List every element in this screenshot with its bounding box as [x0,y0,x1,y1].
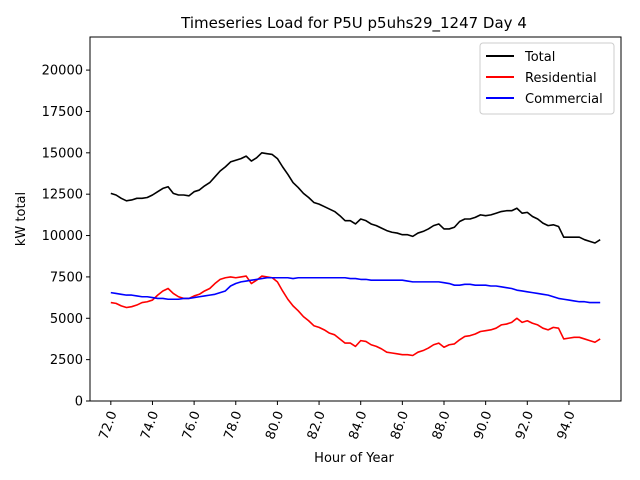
y-tick-label: 10000 [42,229,83,244]
series-layer [110,152,601,357]
x-axis-label: Hour of Year [314,451,394,466]
y-tick-label: 15000 [42,146,83,161]
y-tick-label: 17500 [42,105,83,120]
legend-label-total: Total [524,50,555,65]
series-line-commercial [110,276,601,304]
legend-label-residential: Residential [525,71,597,86]
axes-border [89,36,622,402]
y-axis-label: kW total [14,192,29,246]
y-axis: 0 2500 5000 7500 10000 12500 15000 17500 20000 [42,64,90,410]
y-tick-label: 5000 [50,312,83,327]
y-tick-label: 20000 [42,64,83,79]
series-line-residential [110,275,601,357]
legend: Total Residential Commercial [479,42,615,115]
series-line-total [110,152,601,244]
y-tick-label: 2500 [50,353,83,368]
axes-frame [89,36,622,402]
y-tick-label: 0 [75,395,83,410]
y-tick-label: 12500 [42,188,83,203]
chart-title: Timeseries Load for P5U p5uhs29_1247 Day… [180,14,527,33]
legend-box [479,42,615,115]
legend-label-commercial: Commercial [525,92,603,107]
y-tick-label: 7500 [50,270,83,285]
